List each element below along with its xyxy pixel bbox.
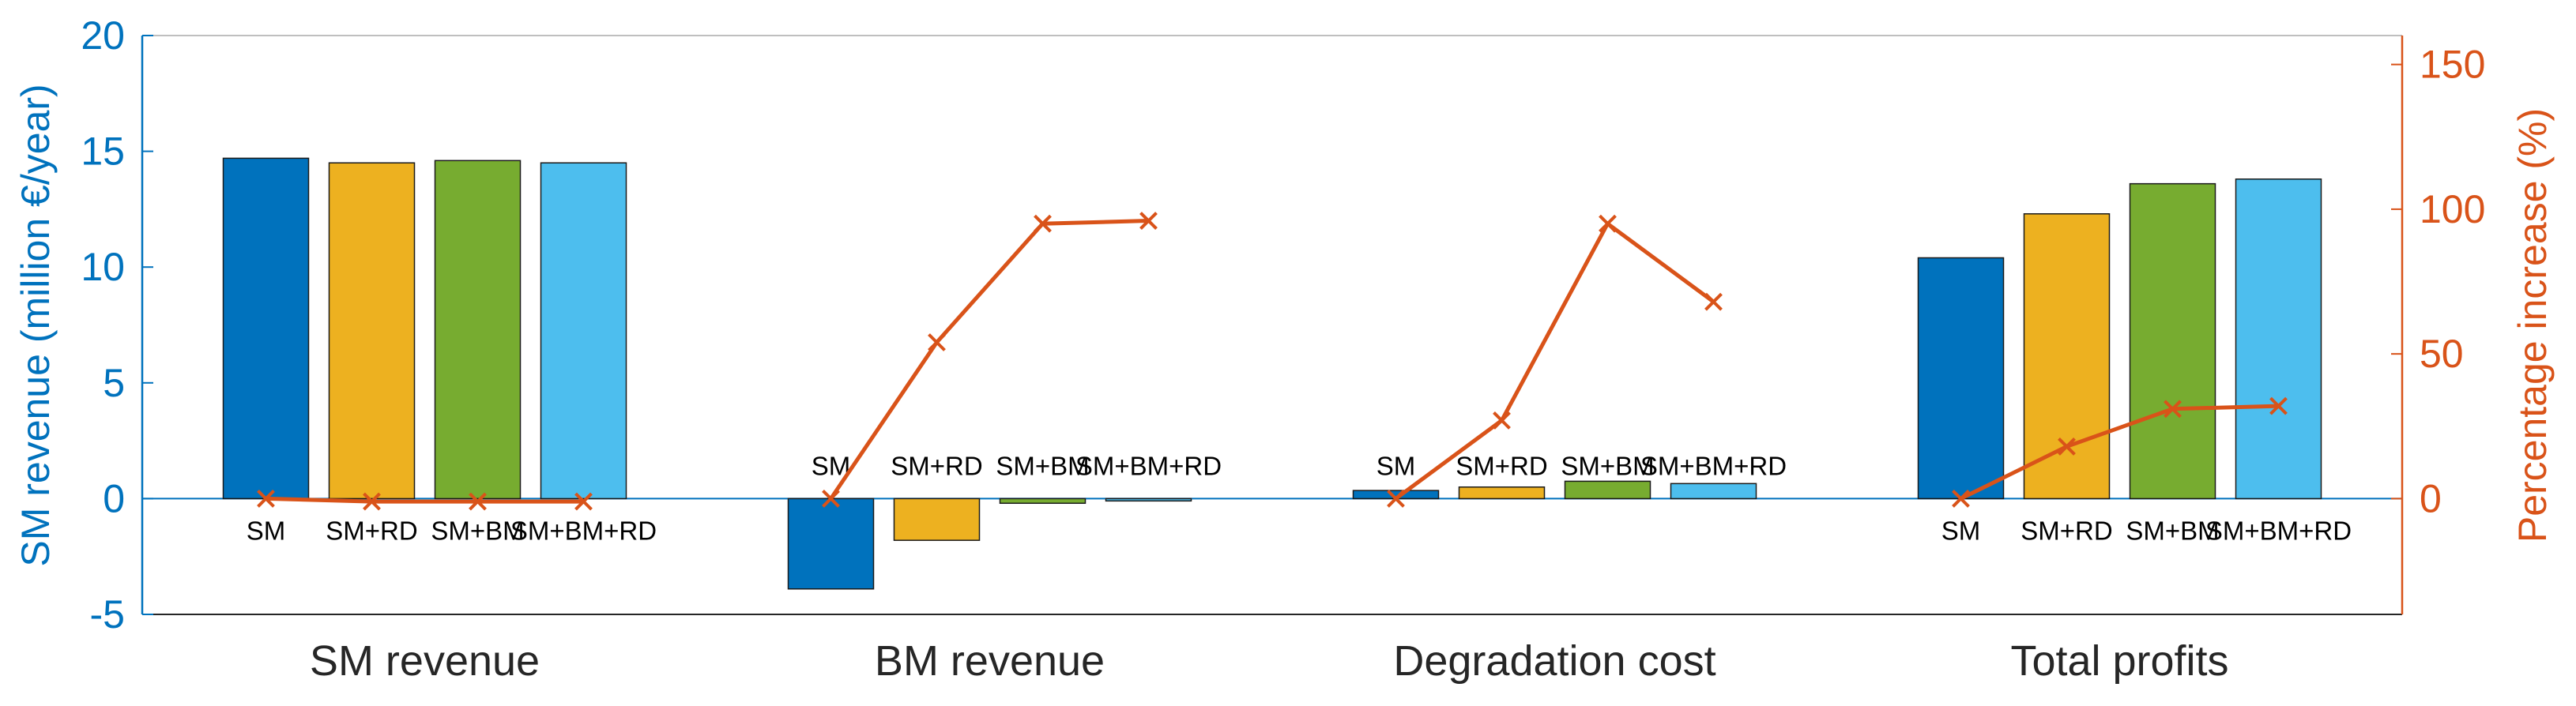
- right-tick-label: 0: [2420, 476, 2442, 520]
- bar: [1564, 480, 1651, 500]
- percentage-marker: [2269, 396, 2288, 415]
- bar: [1105, 498, 1192, 502]
- left-axis-label: SM revenue (million €/year): [13, 84, 58, 566]
- right-tick-label: 150: [2420, 43, 2485, 87]
- group-label: Degradation cost: [1393, 637, 1715, 685]
- bar: [787, 498, 875, 590]
- bar: [2129, 182, 2216, 500]
- bar-label: SM+RD: [326, 516, 417, 545]
- bar-label: SM+BM: [1561, 451, 1654, 480]
- right-axis-label: Percentage increase (%): [2510, 108, 2555, 543]
- percentage-marker: [928, 333, 946, 351]
- bar-label: SM+BM: [996, 451, 1089, 480]
- group-label: BM revenue: [875, 637, 1105, 685]
- bar-label: SM+BM+RD: [510, 516, 657, 545]
- bar: [999, 498, 1087, 505]
- bar-label: SM: [1941, 516, 1981, 545]
- left-tick-label: 0: [103, 476, 125, 520]
- bar-label: SM: [247, 516, 286, 545]
- bars-group: [222, 157, 2322, 590]
- group-label: SM revenue: [310, 637, 540, 685]
- percentage-marker: [1493, 411, 1511, 430]
- bar-label: SM: [1377, 451, 1416, 480]
- left-tick-label: 15: [81, 130, 125, 174]
- bar-label: SM+BM: [2126, 516, 2219, 545]
- percentage-marker: [363, 492, 381, 511]
- percentage-marker: [1139, 212, 1158, 230]
- percentage-marker: [1704, 292, 1723, 311]
- right-tick-label: 100: [2420, 187, 2485, 231]
- right-axis-ticks: 0 50 100 150: [2391, 43, 2485, 520]
- percentage-marker: [257, 489, 275, 508]
- left-axis-ticks: -5 0 5 10 15 20: [81, 13, 153, 637]
- percentage-marker: [469, 492, 487, 511]
- bar-label: SM+BM: [431, 516, 524, 545]
- bar-label: SM+RD: [2021, 516, 2112, 545]
- percentage-line: [829, 219, 1149, 500]
- right-tick-label: 50: [2420, 332, 2464, 376]
- bar-label: SM+BM+RD: [1075, 451, 1222, 480]
- bar-label: SM: [812, 451, 851, 480]
- percentage-line: [1960, 404, 2279, 501]
- left-tick-label: 20: [81, 13, 125, 58]
- percentage-line: [266, 496, 584, 504]
- bar: [1670, 483, 1757, 500]
- left-tick-label: -5: [90, 592, 125, 637]
- group-label: Total profits: [2010, 637, 2228, 685]
- bar: [222, 157, 310, 500]
- bar: [1917, 257, 2005, 500]
- percentage-marker: [2058, 437, 2076, 456]
- bar: [2235, 178, 2322, 500]
- group-labels-group: SM revenue BM revenue Degradation cost Tota…: [310, 637, 2229, 685]
- bar: [434, 160, 522, 500]
- bar: [893, 498, 981, 541]
- bar-label: SM+RD: [891, 451, 982, 480]
- bar-label: SM+BM+RD: [2205, 516, 2352, 545]
- percentage-marker: [2164, 400, 2182, 419]
- percentage-marker: [1952, 489, 1970, 508]
- percentage-marker: [1599, 214, 1617, 233]
- percentage-marker: [1387, 489, 1405, 508]
- left-tick-label: 5: [103, 361, 125, 405]
- percentage-marker: [1034, 214, 1052, 233]
- percentage-marker: [822, 489, 840, 508]
- bar-label: SM+BM+RD: [1640, 451, 1787, 480]
- percentage-line: [1395, 220, 1715, 501]
- left-tick-label: 10: [81, 245, 125, 289]
- bar: [2023, 213, 2111, 500]
- percentage-lines-group: [257, 212, 2288, 511]
- bar-label: SM+RD: [1456, 451, 1547, 480]
- bar: [540, 162, 627, 500]
- bar: [1458, 486, 1546, 500]
- bar: [328, 162, 416, 500]
- percentage-marker: [574, 492, 593, 511]
